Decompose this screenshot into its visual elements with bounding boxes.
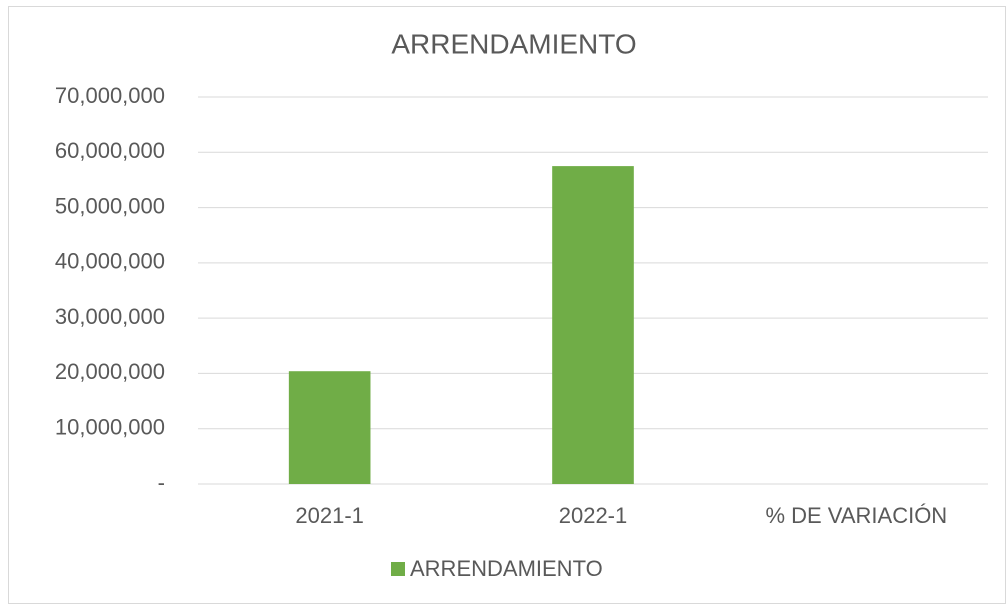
x-tick-label: % DE VARIACIÓN <box>765 503 947 528</box>
y-tick-label: 60,000,000 <box>55 138 165 163</box>
x-tick-label: 2021-1 <box>295 503 364 528</box>
y-tick-label: - <box>158 470 165 495</box>
bar <box>288 371 371 484</box>
bar <box>552 166 634 484</box>
legend-swatch <box>391 562 405 576</box>
y-tick-label: 30,000,000 <box>55 304 165 329</box>
chart-border <box>8 6 1006 604</box>
y-tick-label: 40,000,000 <box>55 249 165 274</box>
y-tick-label: 20,000,000 <box>55 359 165 384</box>
y-tick-label: 70,000,000 <box>55 83 165 108</box>
y-tick-label: 50,000,000 <box>55 193 165 218</box>
x-tick-label: 2022-1 <box>559 503 628 528</box>
chart-title: ARRENDAMIENTO <box>391 28 636 59</box>
legend-label: ARRENDAMIENTO <box>410 556 603 581</box>
y-tick-label: 10,000,000 <box>55 415 165 440</box>
